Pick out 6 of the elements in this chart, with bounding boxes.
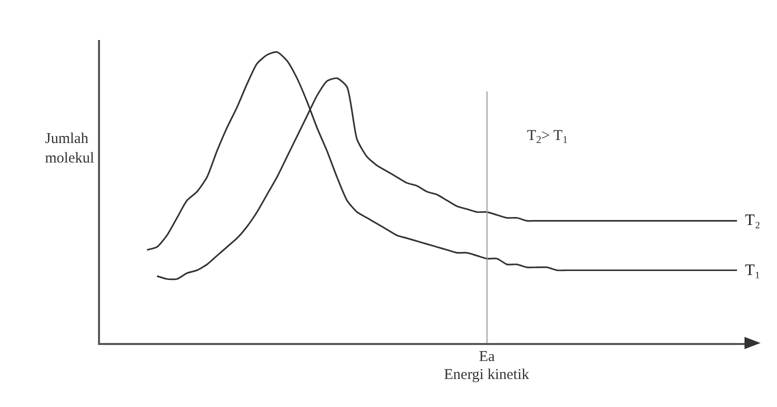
x-axis-title: Energi kinetik bbox=[444, 367, 530, 383]
series-label: T₂ bbox=[745, 212, 760, 229]
y-axis-title: Jumlah molekul bbox=[45, 131, 94, 166]
series-label: T₁ bbox=[745, 262, 760, 279]
annotation: T$_{2}$> T$_{1}$ bbox=[527, 128, 568, 146]
text: Ea bbox=[479, 349, 496, 365]
